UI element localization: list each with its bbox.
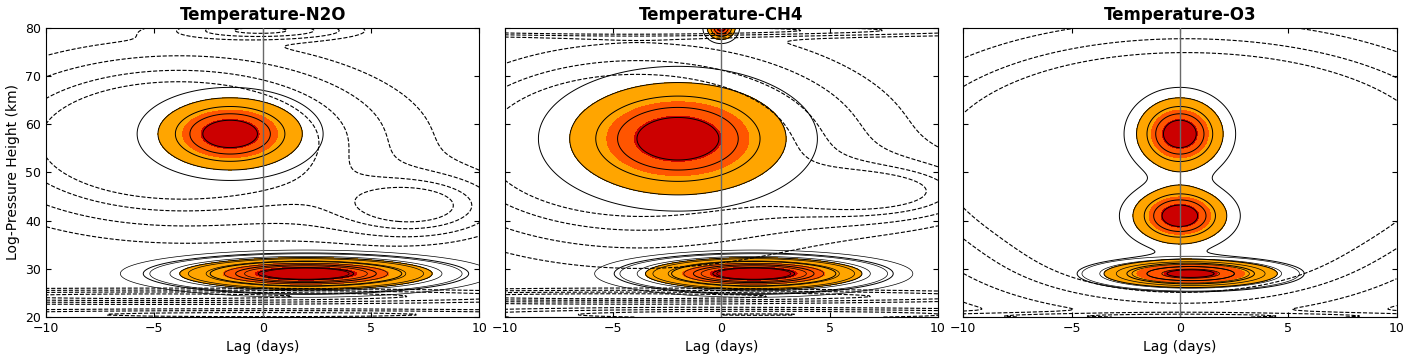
Title: Temperature-O3: Temperature-O3 — [1104, 5, 1256, 23]
Title: Temperature-N2O: Temperature-N2O — [179, 5, 345, 23]
Y-axis label: Log-Pressure Height (km): Log-Pressure Height (km) — [6, 85, 20, 260]
X-axis label: Lag (days): Lag (days) — [226, 341, 299, 355]
Title: Temperature-CH4: Temperature-CH4 — [639, 5, 804, 23]
X-axis label: Lag (days): Lag (days) — [1144, 341, 1217, 355]
X-axis label: Lag (days): Lag (days) — [684, 341, 759, 355]
